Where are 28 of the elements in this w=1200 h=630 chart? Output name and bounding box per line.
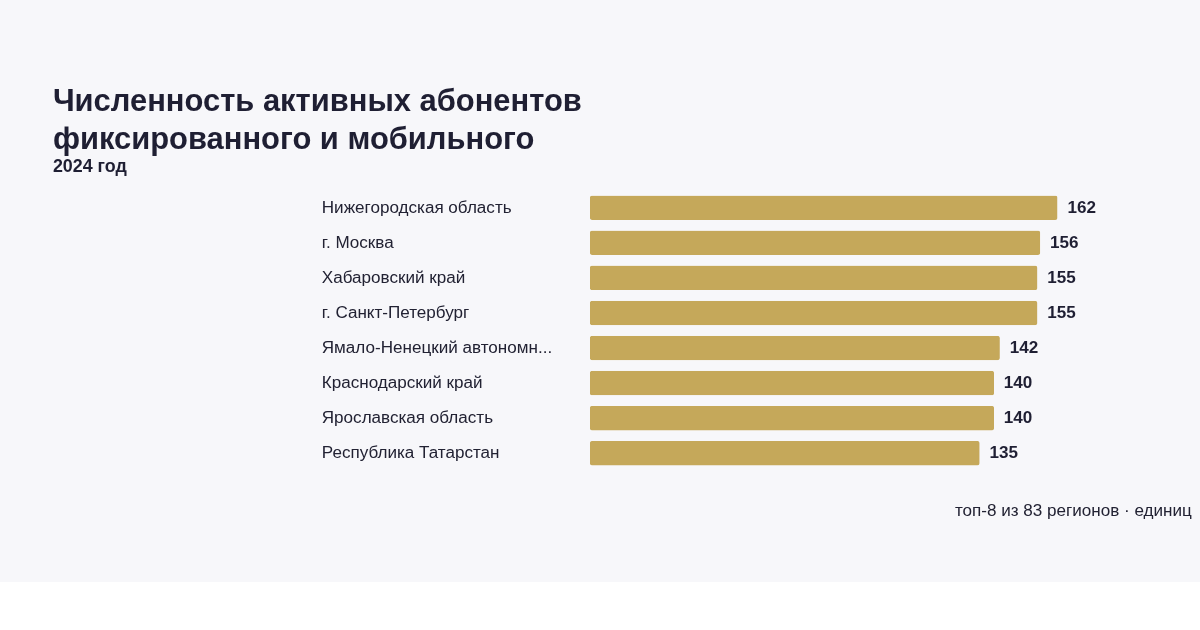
bar xyxy=(589,300,1038,326)
bar xyxy=(589,335,1000,361)
y-tick-label: г. Санкт-Петербург xyxy=(321,302,470,322)
bar xyxy=(589,265,1038,291)
data-label: 155 xyxy=(1047,302,1077,322)
data-label: 155 xyxy=(1047,267,1077,287)
y-tick-label: Ярославская область xyxy=(321,408,494,428)
bar xyxy=(589,230,1041,256)
y-tick-label: г. Москва xyxy=(321,232,395,252)
y-tick-label: Краснодарский край xyxy=(321,372,483,392)
data-label: 162 xyxy=(1067,197,1096,217)
y-tick-label: Ямало-Ненецкий автономн... xyxy=(321,337,553,357)
bar xyxy=(589,370,995,396)
y-tick-label: Нижегородская область xyxy=(321,197,512,217)
bar xyxy=(589,195,1058,220)
data-label: 140 xyxy=(1003,408,1033,428)
data-label: 135 xyxy=(989,443,1019,463)
y-tick-label: Хабаровский край xyxy=(321,267,466,287)
y-tick-label: Республика Татарстан xyxy=(321,443,500,463)
data-label: 140 xyxy=(1003,372,1033,392)
text: Численность активных абонентов xyxy=(52,83,582,119)
bar xyxy=(589,405,995,431)
text: фиксированного и мобильного xyxy=(52,121,535,157)
bar xyxy=(589,440,980,466)
text: топ-8 из 83 регионов · единиц xyxy=(954,501,1193,521)
data-label: 156 xyxy=(1050,232,1079,252)
text: 2024 год xyxy=(52,156,128,177)
data-label: 142 xyxy=(1009,337,1039,357)
